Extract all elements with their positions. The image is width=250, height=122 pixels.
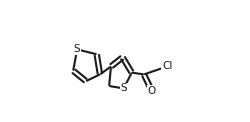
Text: S: S [120,83,127,93]
Text: O: O [148,86,156,96]
Text: S: S [74,44,80,54]
Text: Cl: Cl [162,61,172,71]
